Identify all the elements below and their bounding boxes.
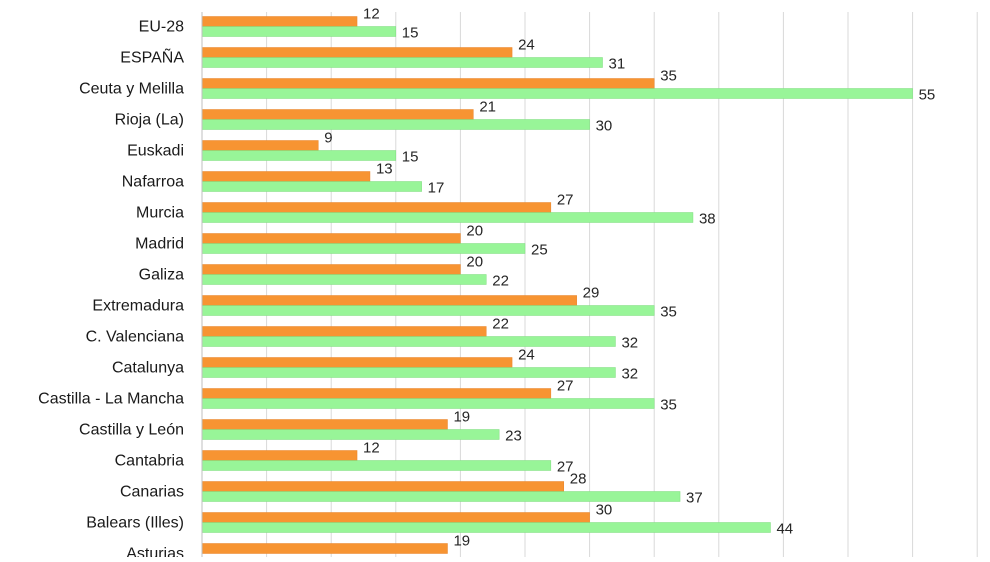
bar-series-1 bbox=[201, 109, 474, 120]
category-label: C. Valenciana bbox=[86, 329, 185, 346]
data-label: 19 bbox=[453, 533, 470, 550]
data-label: 25 bbox=[531, 242, 548, 259]
category-label: Canarias bbox=[120, 484, 184, 501]
data-label: 28 bbox=[570, 471, 587, 488]
bar-series-2 bbox=[201, 460, 552, 471]
bar-series-1 bbox=[201, 543, 448, 554]
data-label: 27 bbox=[557, 192, 574, 209]
bar-series-1 bbox=[201, 357, 513, 368]
bar-series-1 bbox=[201, 481, 565, 492]
data-label: 31 bbox=[609, 56, 626, 73]
gridlines bbox=[266, 12, 978, 557]
data-label: 55 bbox=[919, 87, 936, 104]
category-label: Rioja (La) bbox=[115, 112, 184, 129]
data-label: 30 bbox=[596, 502, 613, 519]
bar-series-2 bbox=[201, 88, 913, 99]
data-label: 24 bbox=[518, 347, 535, 364]
bar-series-2 bbox=[201, 429, 500, 440]
data-label: 15 bbox=[402, 25, 419, 42]
bar-series-1 bbox=[201, 264, 461, 275]
bar-series-1 bbox=[201, 326, 487, 337]
category-label: Euskadi bbox=[127, 143, 184, 160]
category-labels-group: EU-28 ESPAÑA Ceuta y Melilla Rioja (La) Eusk… bbox=[38, 19, 185, 562]
data-label: 22 bbox=[492, 273, 509, 290]
category-label: Cantabria bbox=[115, 453, 184, 470]
data-label: 23 bbox=[505, 428, 522, 445]
bar-series-2 bbox=[201, 367, 616, 378]
category-label: Castilla y León bbox=[79, 422, 184, 439]
bar-series-2 bbox=[201, 212, 694, 223]
data-label: 21 bbox=[479, 99, 496, 116]
data-label: 12 bbox=[363, 6, 380, 23]
data-label: 35 bbox=[660, 304, 677, 321]
data-label: 20 bbox=[466, 223, 483, 240]
bar-series-1 bbox=[201, 388, 552, 399]
data-label: 44 bbox=[776, 521, 793, 538]
data-label: 12 bbox=[363, 440, 380, 457]
bar-series-1 bbox=[201, 233, 461, 244]
data-label: 13 bbox=[376, 161, 393, 178]
bar-series-2 bbox=[201, 26, 397, 37]
category-label: Madrid bbox=[135, 236, 184, 253]
bar-series-2 bbox=[201, 181, 422, 192]
category-label: Murcia bbox=[136, 205, 184, 222]
data-label: 17 bbox=[428, 180, 445, 197]
data-label: 38 bbox=[699, 211, 716, 228]
bar-series-2 bbox=[201, 398, 655, 409]
bar-series-2 bbox=[201, 150, 397, 161]
category-label: Castilla - La Mancha bbox=[38, 391, 184, 408]
data-label: 24 bbox=[518, 37, 535, 54]
bar-series-1 bbox=[201, 47, 513, 58]
data-label: 19 bbox=[453, 409, 470, 426]
bar-series-2 bbox=[201, 274, 487, 285]
data-label: 32 bbox=[621, 366, 638, 383]
category-label: Catalunya bbox=[112, 360, 184, 377]
category-label: Balears (Illes) bbox=[86, 515, 184, 532]
bars-group bbox=[201, 16, 913, 554]
data-label: 32 bbox=[621, 335, 638, 352]
value-labels-group: 12 15 24 31 35 55 21 30 9 15 13 17 27 38 20 25 20 22 29 35 2… bbox=[324, 6, 935, 550]
data-label: 35 bbox=[660, 68, 677, 85]
bar-series-1 bbox=[201, 16, 358, 27]
bar-series-1 bbox=[201, 295, 577, 306]
data-label: 37 bbox=[686, 490, 703, 507]
bar-series-2 bbox=[201, 491, 681, 502]
category-label: Nafarroa bbox=[122, 174, 184, 191]
bar-series-2 bbox=[201, 119, 590, 130]
data-label: 20 bbox=[466, 254, 483, 271]
bar-series-1 bbox=[201, 512, 590, 523]
category-label: ESPAÑA bbox=[120, 47, 184, 67]
bar-series-1 bbox=[201, 419, 448, 430]
data-label: 27 bbox=[557, 459, 574, 476]
data-label: 27 bbox=[557, 378, 574, 395]
bar-series-1 bbox=[201, 140, 319, 151]
data-label: 9 bbox=[324, 130, 332, 147]
category-label: EU-28 bbox=[139, 19, 184, 36]
bar-series-1 bbox=[201, 202, 552, 213]
bar-series-2 bbox=[201, 522, 771, 533]
category-label: Ceuta y Melilla bbox=[79, 81, 184, 98]
data-label: 35 bbox=[660, 397, 677, 414]
category-label: Asturias bbox=[126, 546, 184, 558]
bar-series-1 bbox=[201, 171, 371, 182]
data-label: 15 bbox=[402, 149, 419, 166]
bar-series-2 bbox=[201, 336, 616, 347]
data-label: 30 bbox=[596, 118, 613, 135]
data-label: 22 bbox=[492, 316, 509, 333]
bar-series-1 bbox=[201, 78, 655, 89]
bar-series-2 bbox=[201, 57, 603, 68]
bar-series-2 bbox=[201, 305, 655, 316]
category-label: Extremadura bbox=[92, 298, 184, 315]
category-label: Galiza bbox=[139, 267, 184, 284]
bar-series-2 bbox=[201, 243, 526, 254]
bar-series-1 bbox=[201, 450, 358, 461]
data-label: 29 bbox=[583, 285, 600, 302]
